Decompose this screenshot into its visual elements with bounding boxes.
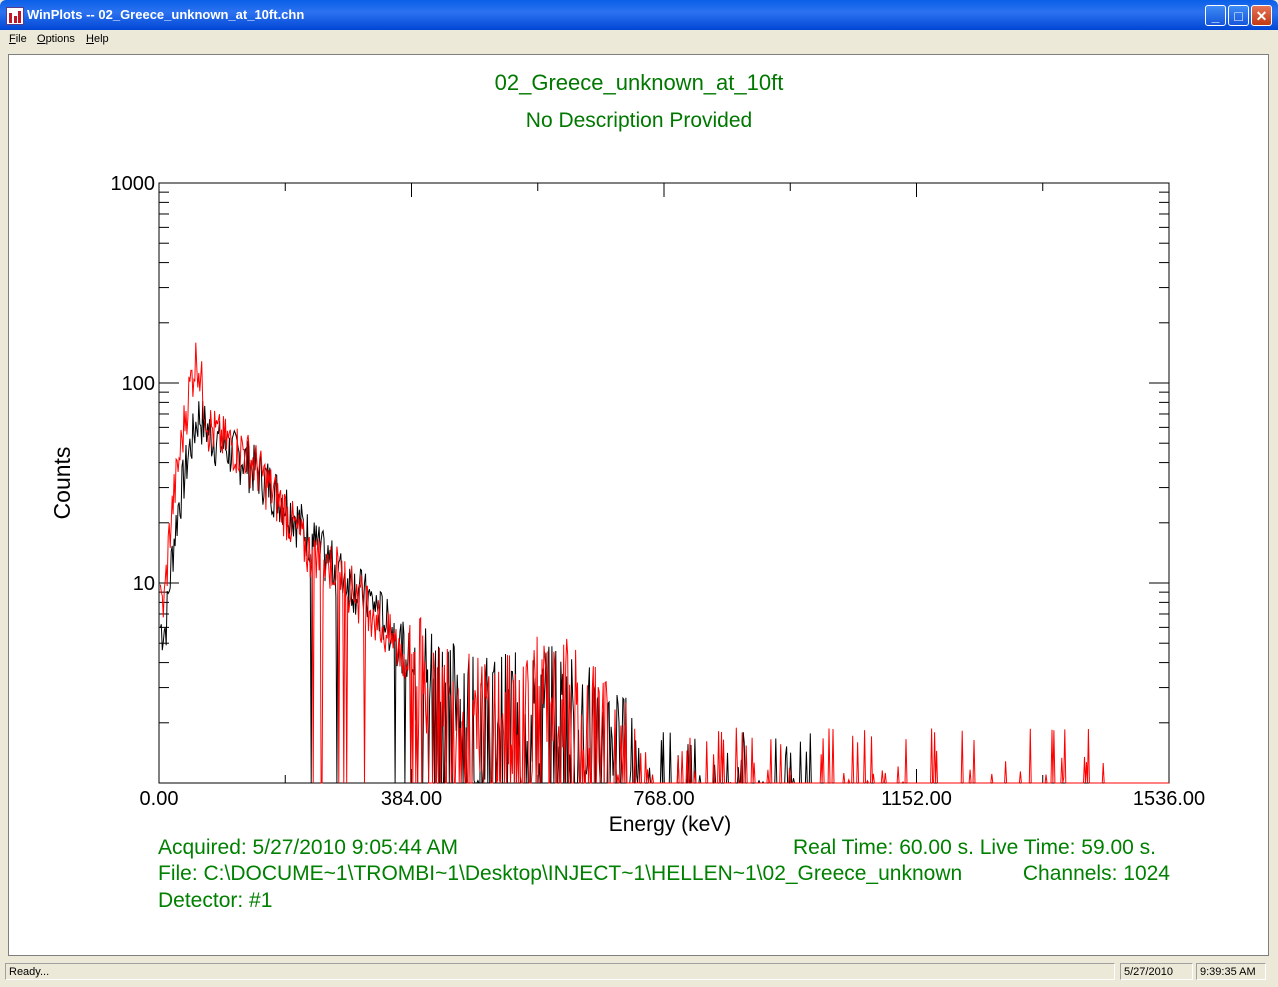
detector-info: Detector: #1 [158,889,273,912]
chart-axes [158,182,1170,784]
acquired-info: Acquired: 5/27/2010 9:05:44 AM [158,836,459,859]
status-bar: Ready... 5/27/2010 9:39:35 AM [0,960,1278,987]
window-title: WinPlots -- 02_Greece_unknown_at_10ft.ch… [27,7,305,22]
menu-help[interactable]: Help [86,33,109,45]
plot-subtitle: No Description Provided [525,109,753,132]
x-tick-label: 384.00 [381,788,442,810]
close-button[interactable]: ✕ [1251,5,1272,26]
status-date: 5/27/2010 [1120,963,1193,980]
x-tick-label: 1152.00 [881,788,952,810]
x-tick-label: 768.00 [633,788,694,810]
minimize-button[interactable]: _ [1205,5,1226,26]
close-icon: ✕ [1255,8,1268,24]
file-info: File: C:\DOCUME~1\TROMBI~1\Desktop\INJEC… [158,862,963,885]
series-black-line [159,400,1169,784]
minimize-icon: _ [1211,8,1220,24]
window-title-bar[interactable]: WinPlots -- 02_Greece_unknown_at_10ft.ch… [0,0,1278,30]
menu-file[interactable]: File [9,33,27,45]
chart-labels: 0.00 384.00 768.00 1152.00 1536.00 10 100 1000 E… [49,173,1205,836]
y-tick-label: 100 [122,373,155,395]
y-tick-label: 10 [133,573,155,595]
time-info: Real Time: 60.00 s. Live Time: 59.00 s. [793,836,1157,859]
x-tick-label: 1536.00 [1133,788,1205,810]
plot-client-area [8,54,1269,956]
channels-info: Channels: 1024 [1022,862,1170,885]
winplots-app-icon [6,7,24,25]
series-red-line [159,342,1169,784]
menu-options[interactable]: Options [37,33,75,45]
chart-series [159,342,1169,784]
status-time: 9:39:35 AM [1196,963,1266,980]
menu-bar: File Options Help [0,30,1278,50]
maximize-icon: □ [1234,8,1243,24]
y-axis-label: Counts [49,447,75,520]
x-axis-label: Energy (keV) [609,813,732,836]
y-tick-label: 1000 [111,173,156,195]
x-tick-label: 0.00 [140,788,179,810]
maximize-button[interactable]: □ [1228,5,1249,26]
status-text: Ready... [5,963,1115,980]
plot-title: 02_Greece_unknown_at_10ft [494,70,784,95]
